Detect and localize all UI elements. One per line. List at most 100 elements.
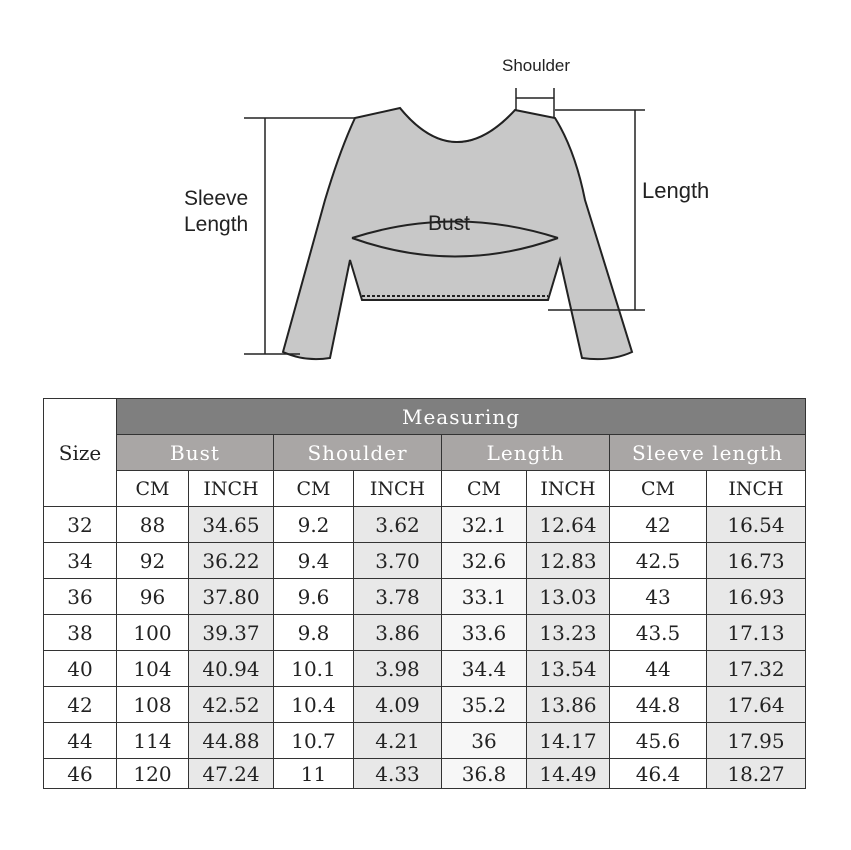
value-cell: 17.64 <box>706 686 806 723</box>
value-cell: 42.52 <box>188 686 274 723</box>
value-cell: 44.88 <box>188 722 274 759</box>
value-cell: 47.24 <box>188 758 274 789</box>
group-sleeve-length: Sleeve length <box>609 434 806 471</box>
unit-header: INCH <box>188 470 274 507</box>
unit-header: INCH <box>706 470 806 507</box>
value-cell: 45.6 <box>609 722 707 759</box>
value-cell: 43 <box>609 578 707 615</box>
value-cell: 11 <box>273 758 354 789</box>
size-cell: 40 <box>43 650 117 687</box>
size-chart-table: Size Measuring Bust Shoulder Length Slee… <box>43 398 806 789</box>
table-row: 44 114 44.88 10.7 4.21 36 14.17 45.6 17.95 <box>43 722 806 759</box>
value-cell: 46.4 <box>609 758 707 789</box>
size-cell: 32 <box>43 506 117 543</box>
value-cell: 114 <box>116 722 189 759</box>
bust-label: Bust <box>428 212 471 235</box>
value-cell: 10.7 <box>273 722 354 759</box>
value-cell: 33.6 <box>441 614 527 651</box>
value-cell: 36 <box>441 722 527 759</box>
value-cell: 88 <box>116 506 189 543</box>
value-cell: 18.27 <box>706 758 806 789</box>
size-header: Size <box>43 398 117 507</box>
value-cell: 9.4 <box>273 542 354 579</box>
value-cell: 4.21 <box>353 722 442 759</box>
unit-header: INCH <box>526 470 610 507</box>
value-cell: 3.86 <box>353 614 442 651</box>
value-cell: 44 <box>609 650 707 687</box>
value-cell: 32.1 <box>441 506 527 543</box>
value-cell: 9.6 <box>273 578 354 615</box>
value-cell: 104 <box>116 650 189 687</box>
unit-header: CM <box>116 470 189 507</box>
value-cell: 34.65 <box>188 506 274 543</box>
value-cell: 13.86 <box>526 686 610 723</box>
value-cell: 12.64 <box>526 506 610 543</box>
group-shoulder: Shoulder <box>273 434 442 471</box>
table-row: 46 120 47.24 11 4.33 36.8 14.49 46.4 18.27 <box>43 758 806 789</box>
table-row: 34 92 36.22 9.4 3.70 32.6 12.83 42.5 16.73 <box>43 542 806 579</box>
table-row: 40 104 40.94 10.1 3.98 34.4 13.54 44 17.32 <box>43 650 806 687</box>
table-row: 32 88 34.65 9.2 3.62 32.1 12.64 42 16.54 <box>43 506 806 543</box>
value-cell: 14.17 <box>526 722 610 759</box>
value-cell: 42 <box>609 506 707 543</box>
value-cell: 10.4 <box>273 686 354 723</box>
value-cell: 43.5 <box>609 614 707 651</box>
value-cell: 13.54 <box>526 650 610 687</box>
value-cell: 3.70 <box>353 542 442 579</box>
group-length: Length <box>441 434 610 471</box>
value-cell: 3.62 <box>353 506 442 543</box>
size-cell: 42 <box>43 686 117 723</box>
value-cell: 14.49 <box>526 758 610 789</box>
value-cell: 16.93 <box>706 578 806 615</box>
value-cell: 10.1 <box>273 650 354 687</box>
table-row: 42 108 42.52 10.4 4.09 35.2 13.86 44.8 17.64 <box>43 686 806 723</box>
value-cell: 42.5 <box>609 542 707 579</box>
value-cell: 100 <box>116 614 189 651</box>
value-cell: 4.33 <box>353 758 442 789</box>
garment-diagram: Shoulder Sleeve Length Bust Length <box>0 0 851 390</box>
value-cell: 36.22 <box>188 542 274 579</box>
measuring-header: Measuring <box>116 398 806 435</box>
value-cell: 96 <box>116 578 189 615</box>
size-cell: 38 <box>43 614 117 651</box>
size-cell: 46 <box>43 758 117 789</box>
value-cell: 4.09 <box>353 686 442 723</box>
value-cell: 36.8 <box>441 758 527 789</box>
value-cell: 3.78 <box>353 578 442 615</box>
size-cell: 44 <box>43 722 117 759</box>
shoulder-label: Shoulder <box>502 56 571 75</box>
value-cell: 9.8 <box>273 614 354 651</box>
table-row: 38 100 39.37 9.8 3.86 33.6 13.23 43.5 17.13 <box>43 614 806 651</box>
unit-header: INCH <box>353 470 442 507</box>
value-cell: 9.2 <box>273 506 354 543</box>
size-cell: 34 <box>43 542 117 579</box>
length-label: Length <box>642 178 710 203</box>
value-cell: 17.32 <box>706 650 806 687</box>
size-cell: 36 <box>43 578 117 615</box>
value-cell: 16.54 <box>706 506 806 543</box>
value-cell: 34.4 <box>441 650 527 687</box>
value-cell: 13.23 <box>526 614 610 651</box>
value-cell: 108 <box>116 686 189 723</box>
unit-header: CM <box>273 470 354 507</box>
value-cell: 12.83 <box>526 542 610 579</box>
value-cell: 92 <box>116 542 189 579</box>
value-cell: 120 <box>116 758 189 789</box>
value-cell: 39.37 <box>188 614 274 651</box>
value-cell: 44.8 <box>609 686 707 723</box>
value-cell: 35.2 <box>441 686 527 723</box>
value-cell: 13.03 <box>526 578 610 615</box>
value-cell: 40.94 <box>188 650 274 687</box>
value-cell: 37.80 <box>188 578 274 615</box>
value-cell: 32.6 <box>441 542 527 579</box>
value-cell: 33.1 <box>441 578 527 615</box>
crop-top-illustration <box>244 88 645 361</box>
value-cell: 3.98 <box>353 650 442 687</box>
group-bust: Bust <box>116 434 274 471</box>
table-row: 36 96 37.80 9.6 3.78 33.1 13.03 43 16.93 <box>43 578 806 615</box>
unit-header: CM <box>441 470 527 507</box>
value-cell: 16.73 <box>706 542 806 579</box>
sleeve-length-label: Sleeve Length <box>184 187 249 236</box>
value-cell: 17.13 <box>706 614 806 651</box>
unit-header: CM <box>609 470 707 507</box>
